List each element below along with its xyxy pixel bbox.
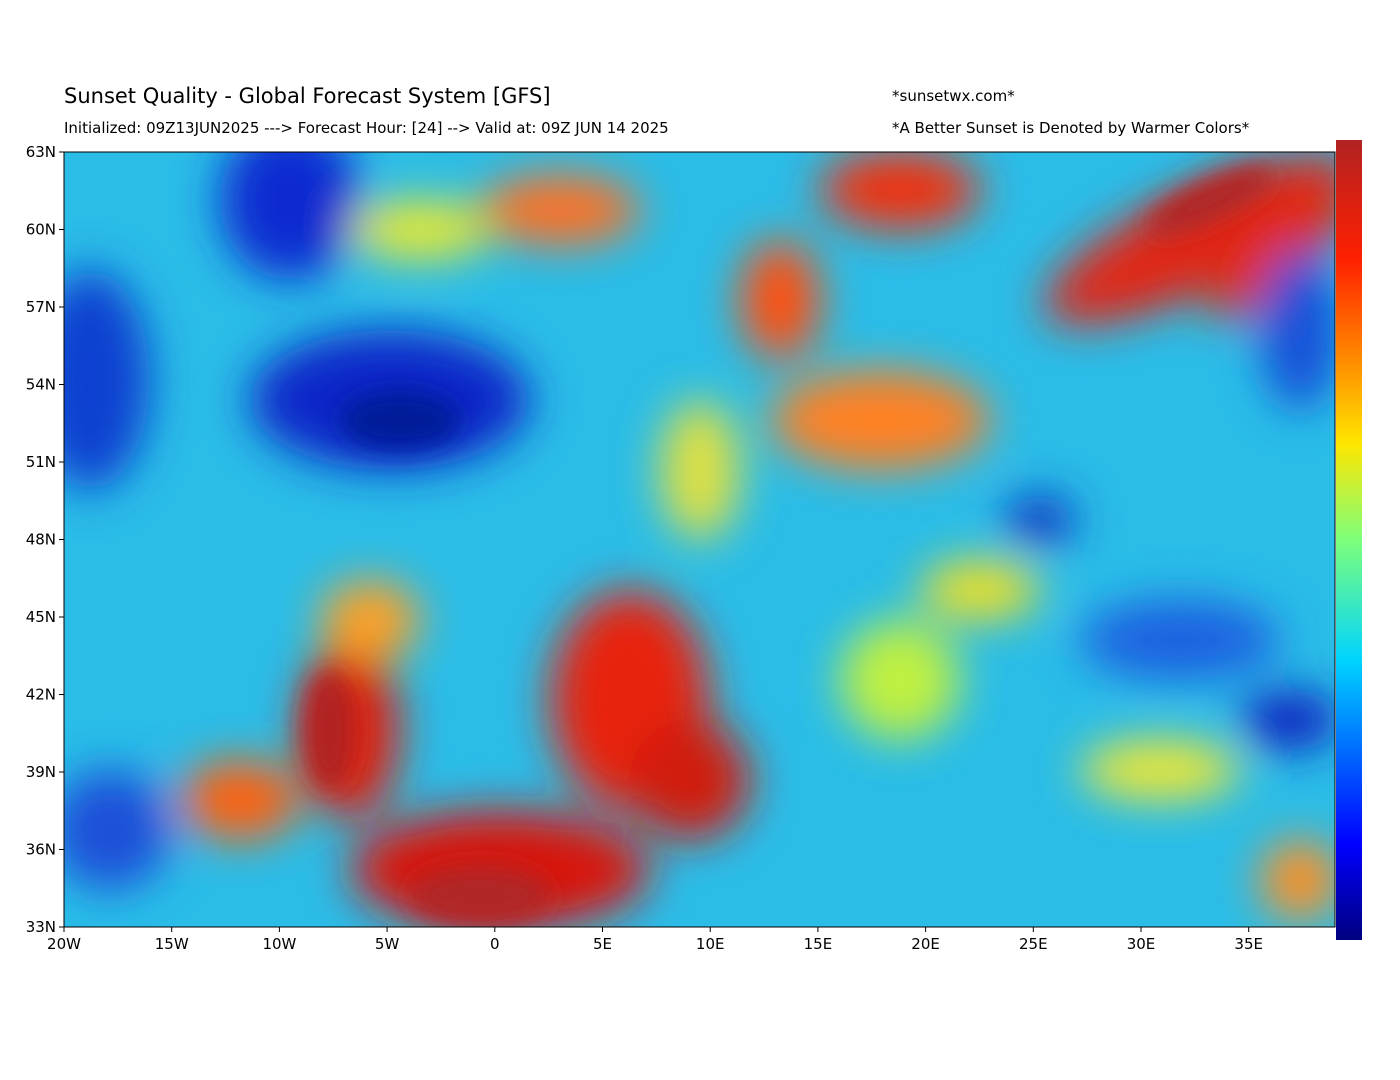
lon-label: 20W (47, 935, 81, 953)
blob (64, 270, 150, 490)
lon-label: 30E (1127, 935, 1156, 953)
blob (1209, 199, 1335, 321)
colorbar (1336, 140, 1362, 940)
lat-label: 33N (26, 918, 56, 936)
field-cores (305, 165, 1275, 925)
blob (740, 240, 820, 360)
blob (220, 152, 360, 280)
blob (320, 580, 420, 660)
blob (1080, 740, 1240, 800)
lat-label: 51N (26, 453, 56, 471)
blob (340, 390, 460, 450)
lat-label: 48N (26, 531, 56, 549)
blob (64, 770, 170, 890)
blob (350, 200, 490, 260)
blob (630, 720, 750, 840)
blob (1260, 840, 1335, 920)
lon-label: 20E (911, 935, 940, 953)
lon-label: 35E (1234, 935, 1263, 953)
blob (1044, 155, 1335, 325)
blob (1080, 600, 1280, 680)
title: Sunset Quality - Global Forecast System … (64, 84, 551, 108)
lon-label: 0 (490, 935, 500, 953)
blob (770, 370, 990, 470)
blob (1145, 165, 1275, 235)
blob (1260, 250, 1335, 410)
blob (480, 175, 640, 245)
site: *sunsetwx.com* (892, 87, 1015, 105)
blob (1240, 690, 1335, 750)
lon-label: 5E (593, 935, 612, 953)
subtitle: Initialized: 09Z13JUN2025 ---> Forecast … (64, 119, 669, 137)
lon-label: 15E (804, 935, 833, 953)
blob (840, 620, 960, 740)
lon-label: 10E (696, 935, 725, 953)
lon-label: 15W (155, 935, 189, 953)
lat-label: 42N (26, 686, 56, 704)
lat-label: 60N (26, 221, 56, 239)
blob (410, 865, 550, 925)
lon-label: 5W (375, 935, 400, 953)
lon-label: 25E (1019, 935, 1048, 953)
blob (920, 560, 1040, 620)
blob (660, 400, 740, 540)
map-field (64, 152, 1335, 927)
note: *A Better Sunset is Denoted by Warmer Co… (892, 119, 1250, 137)
blob (180, 760, 300, 840)
lat-label: 54N (26, 376, 56, 394)
blob (1005, 495, 1075, 545)
lat-label: 57N (26, 298, 56, 316)
lat-label: 45N (26, 608, 56, 626)
lat-label: 39N (26, 763, 56, 781)
lat-label: 63N (26, 143, 56, 161)
lat-label: 36N (26, 841, 56, 859)
blob (305, 670, 355, 790)
blob (820, 152, 980, 230)
lon-label: 10W (262, 935, 296, 953)
